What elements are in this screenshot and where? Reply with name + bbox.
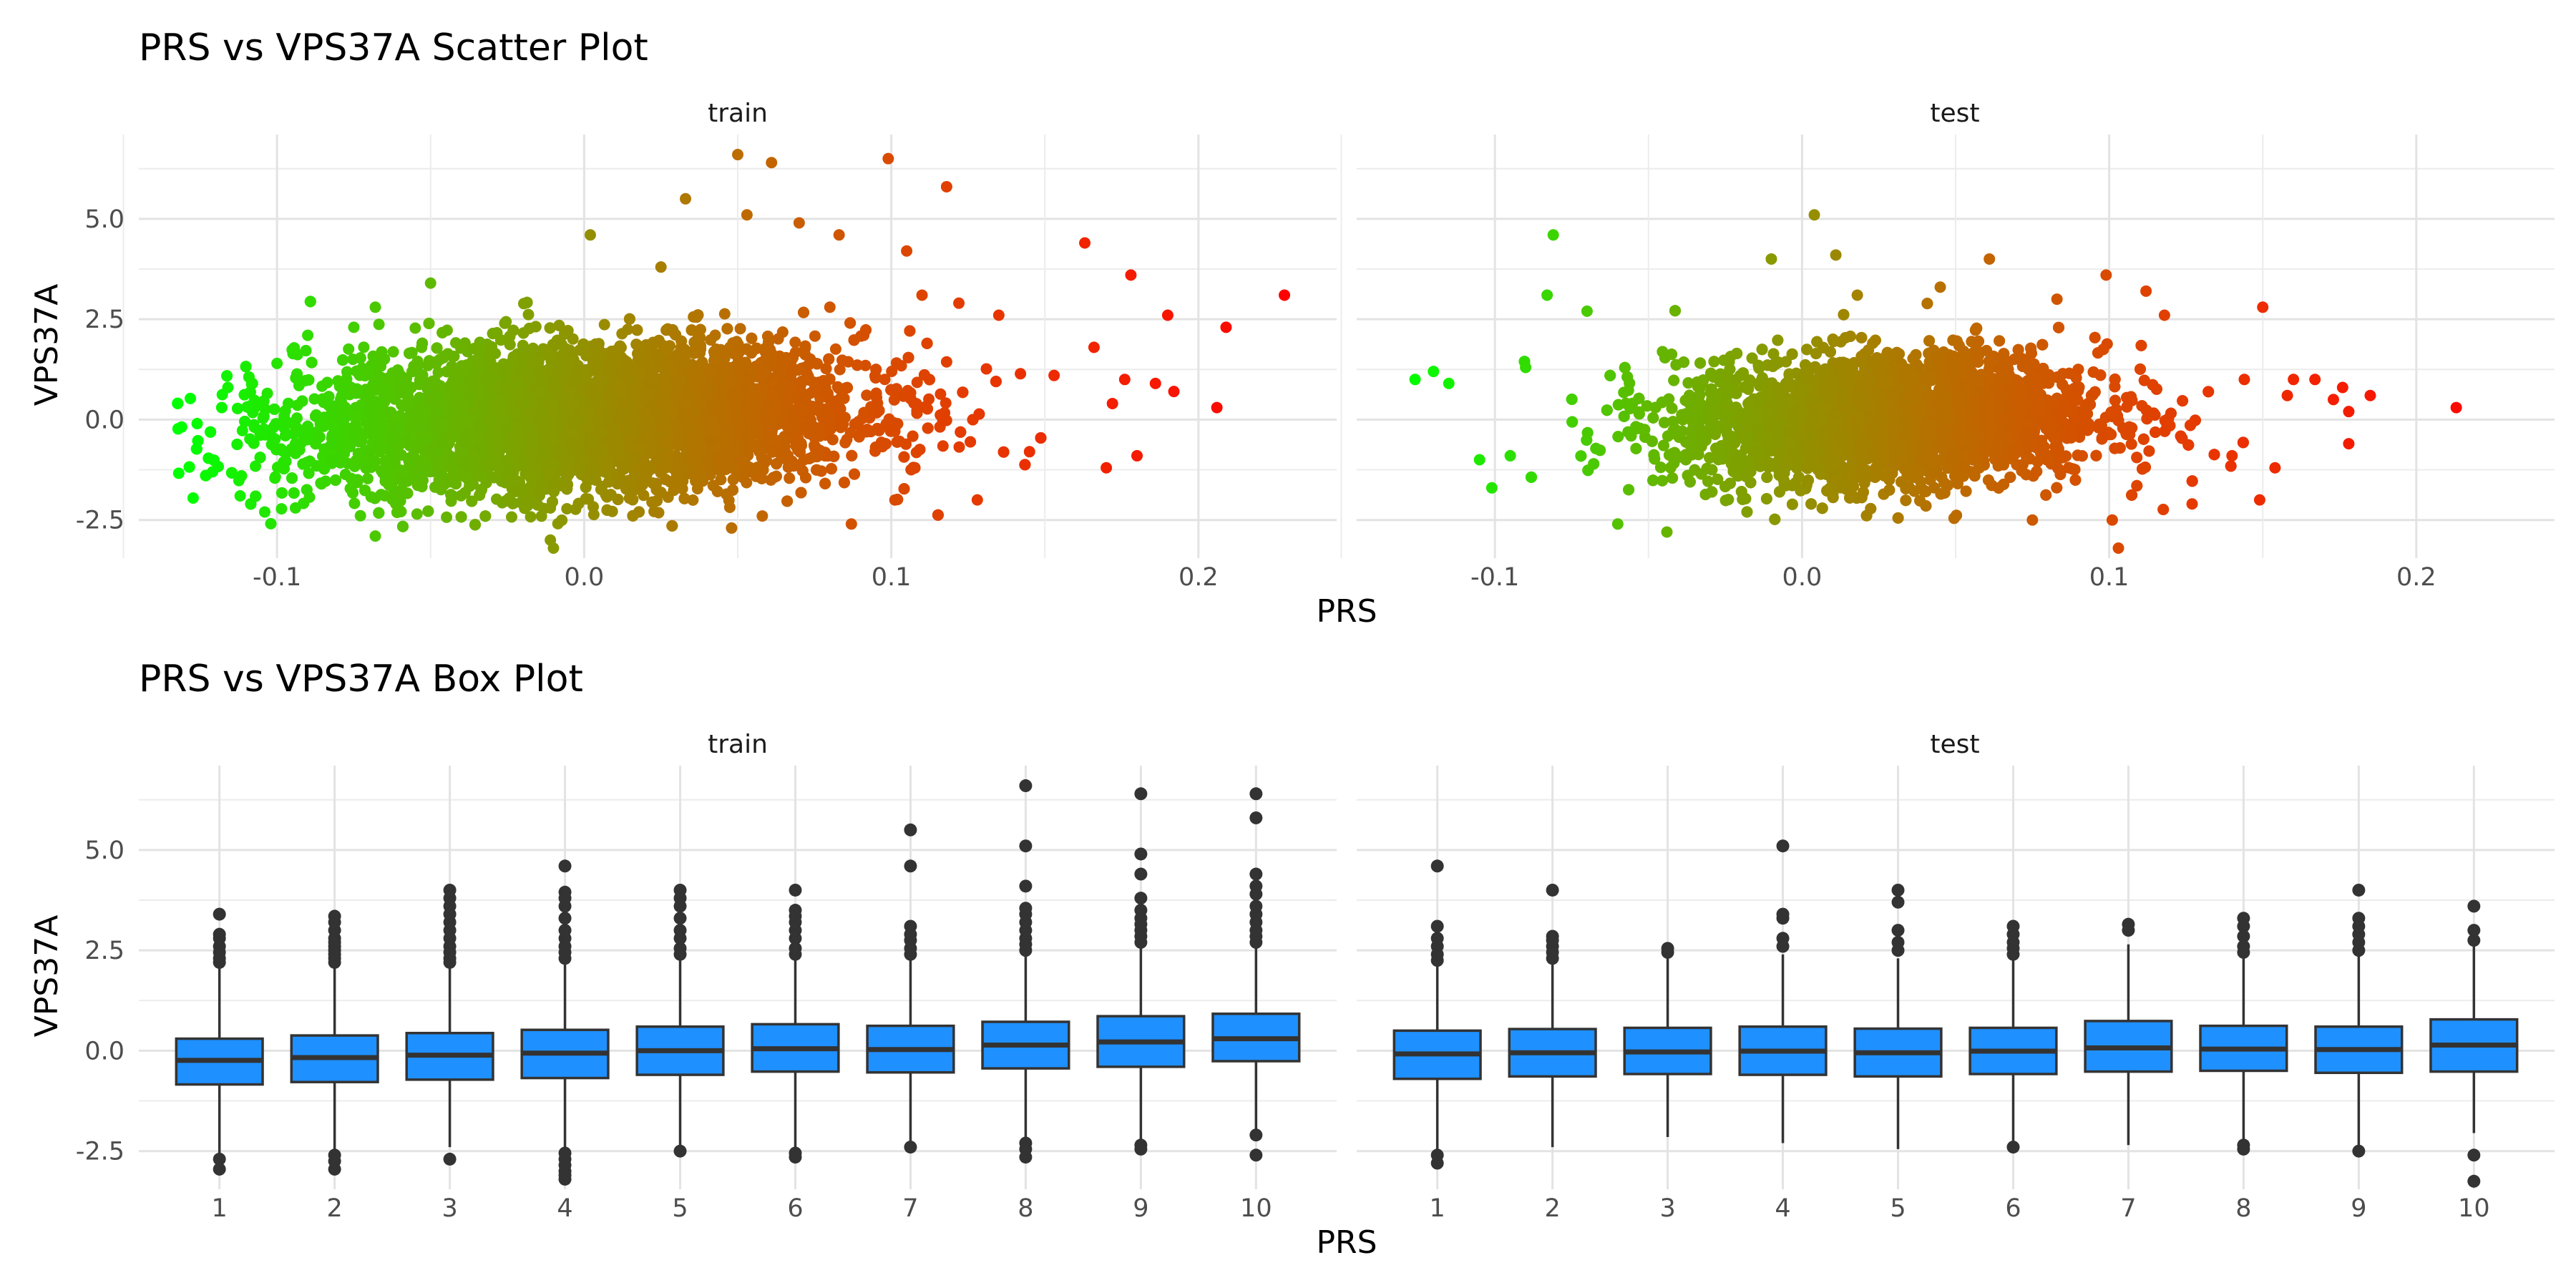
scatter-point xyxy=(886,366,898,377)
scatter-point xyxy=(269,471,281,483)
scatter-point xyxy=(236,424,248,436)
scatter-point xyxy=(587,509,600,521)
scatter-point xyxy=(784,472,796,484)
scatter-point xyxy=(517,339,529,351)
scatter-point xyxy=(940,356,952,368)
scatter-point xyxy=(911,376,923,389)
scatter-point xyxy=(879,374,891,386)
scatter-point xyxy=(506,511,517,523)
scatter-strip-train: train xyxy=(708,99,768,128)
scatter-point xyxy=(387,346,399,358)
scatter-point xyxy=(320,475,331,487)
scatter-point xyxy=(829,343,841,355)
scatter-point xyxy=(441,511,453,523)
scatter-point xyxy=(809,330,821,342)
scatter-point xyxy=(373,318,385,331)
scatter-point xyxy=(861,389,873,401)
scatter-point xyxy=(723,502,736,513)
scatter-point xyxy=(953,441,965,453)
scatter-points-train xyxy=(172,149,1291,554)
scatter-point xyxy=(741,477,753,489)
scatter-point xyxy=(411,508,423,520)
scatter-point xyxy=(718,308,731,320)
scatter-point xyxy=(354,509,366,522)
scatter-point xyxy=(937,440,949,452)
scatter-point xyxy=(185,392,196,404)
scatter-point xyxy=(250,460,261,472)
scatter-point xyxy=(348,497,361,509)
scatter-panel-train xyxy=(122,135,1337,558)
scatter-point xyxy=(826,434,839,446)
scatter-point xyxy=(291,412,303,424)
scatter-point xyxy=(500,316,512,328)
scatter-point xyxy=(687,494,699,506)
scatter-point xyxy=(598,318,610,331)
scatter-point xyxy=(789,346,801,358)
scatter-title: PRS vs VPS37A Scatter Plot xyxy=(139,26,648,69)
scatter-point xyxy=(1015,368,1027,380)
scatter-point xyxy=(653,507,665,519)
scatter-point xyxy=(187,492,199,504)
scatter-point xyxy=(265,517,277,530)
scatter-point xyxy=(432,366,444,379)
scatter-strip-test: test xyxy=(1930,99,1979,128)
scatter-point xyxy=(491,493,502,505)
scatter-point xyxy=(358,341,370,353)
scatter-point xyxy=(734,323,746,335)
scatter-point xyxy=(525,511,537,523)
scatter-point xyxy=(935,388,947,400)
scatter-point xyxy=(940,397,952,409)
scatter-point xyxy=(361,472,374,484)
scatter-point xyxy=(980,363,992,375)
scatter-point xyxy=(841,434,853,446)
scatter-point xyxy=(895,360,907,372)
scatter-point xyxy=(561,503,573,514)
scatter-point xyxy=(343,343,355,355)
scatter-point xyxy=(233,474,245,487)
scatter-point xyxy=(522,308,535,321)
scatter-point xyxy=(308,393,321,405)
scatter-point xyxy=(172,467,185,479)
scatter-point xyxy=(622,323,634,336)
scatter-point xyxy=(275,503,288,515)
scatter-point xyxy=(789,336,801,348)
scatter-point xyxy=(834,364,846,376)
scatter-point xyxy=(409,322,421,334)
